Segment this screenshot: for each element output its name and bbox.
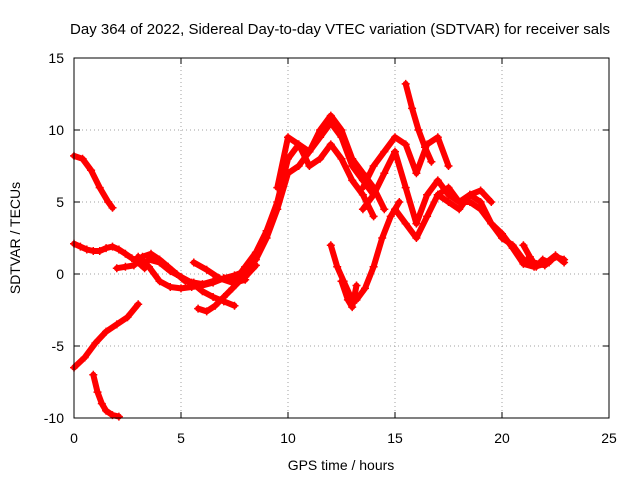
y-tick-label: 0: [56, 266, 64, 282]
plot-frame: [73, 57, 610, 419]
x-axis-label: GPS time / hours: [288, 457, 395, 473]
chart-title: Day 364 of 2022, Sidereal Day-to-day VTE…: [70, 21, 610, 38]
y-tick-label: -10: [44, 410, 64, 426]
series-line-trace-r: [392, 184, 495, 241]
x-tick-label: 15: [387, 430, 403, 446]
x-tick-label: 5: [177, 430, 185, 446]
series-markers-trace-s: [433, 190, 569, 271]
axis-ticks: 0 5 10 15 20 25 -10 -5 0 5 10 15: [44, 50, 617, 446]
series-markers-trace-d: [89, 370, 123, 421]
series-line-trace-m: [327, 199, 403, 303]
series-markers-trace-n: [337, 277, 361, 312]
series-line-trace-s: [434, 191, 568, 270]
x-tick-label: 20: [494, 430, 510, 446]
series-line-trace-k: [242, 112, 388, 277]
series-line-trace-a: [71, 152, 116, 211]
grid: [74, 58, 609, 418]
series-markers-trace-t: [519, 241, 554, 271]
y-tick-label: 5: [56, 194, 64, 210]
y-axis-label: SDTVAR / TECUs: [7, 182, 23, 294]
x-tick-label: 10: [280, 430, 296, 446]
y-tick-label: 10: [48, 122, 64, 138]
y-tick-label: 15: [48, 50, 64, 66]
x-tick-label: 25: [601, 430, 617, 446]
series-line-trace-l: [274, 134, 377, 220]
series-markers-trace-q: [401, 79, 436, 166]
data-traces: [70, 79, 569, 421]
series-markers-trace-k: [241, 111, 389, 278]
x-tick-label: 0: [70, 430, 78, 446]
y-tick-label: -5: [52, 338, 65, 354]
series-markers-trace-l: [273, 133, 378, 221]
series-line-trace-n: [338, 278, 360, 311]
series-markers-trace-g: [144, 255, 239, 310]
